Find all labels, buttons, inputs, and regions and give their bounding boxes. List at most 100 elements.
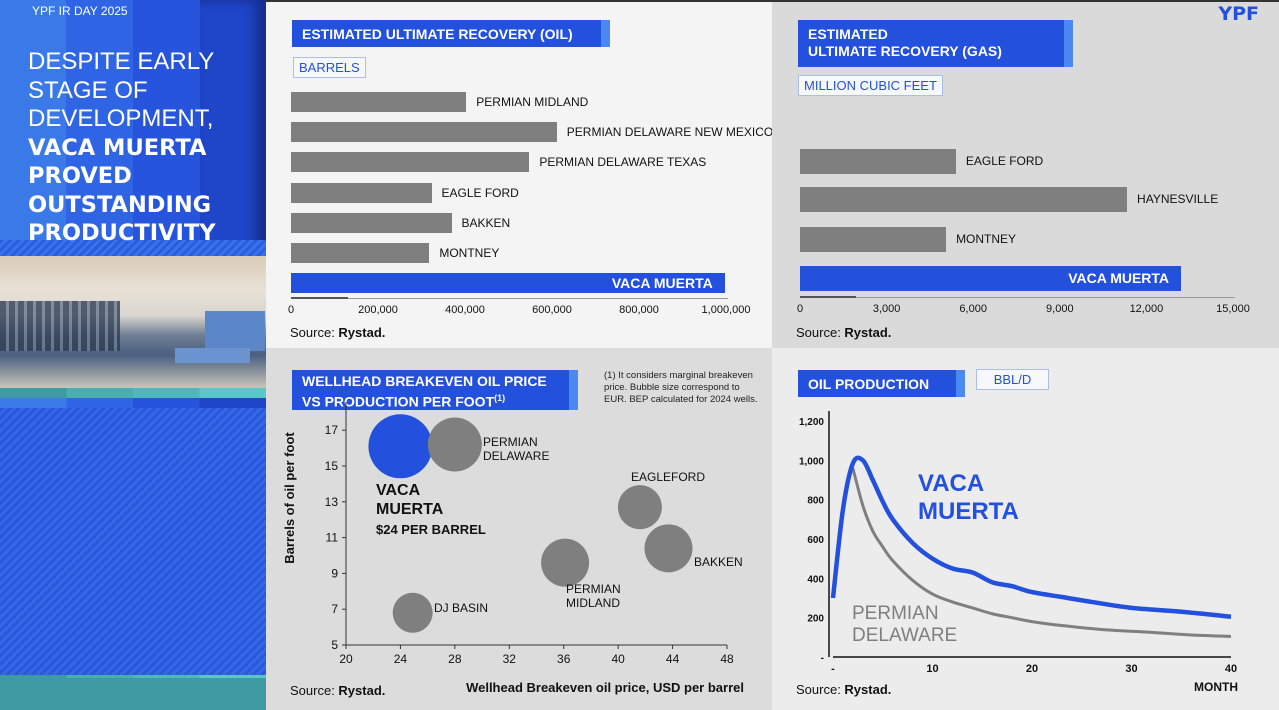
x-tick-label: 0	[796, 303, 804, 315]
oil-production-panel: OIL PRODUCTION BBL/D Source: Rystad. - 10…	[772, 348, 1279, 710]
headline-bold-line: PRODUCTIVITY	[28, 220, 216, 246]
headline: DESPITE EARLY STAGE OF DEVELOPMENT, VACA…	[28, 48, 216, 248]
x-tick-label: 9,000	[1046, 303, 1074, 315]
x-tick-label: 20	[1026, 663, 1038, 675]
bar-permian-midland	[291, 92, 467, 112]
bar-vaca-muerta: VACA MUERTA	[800, 266, 1182, 291]
bubble-label: BAKKEN	[694, 555, 743, 569]
left-panel: YPF IR DAY 2025 DESPITE EARLY STAGE OF D…	[0, 0, 266, 710]
x-tick-label: 30	[1125, 663, 1137, 675]
source-name: Rystad.	[844, 325, 892, 340]
series-label: MUERTA	[918, 498, 1019, 525]
bar-eagle-ford	[800, 149, 956, 174]
x-axis-title: MONTH	[1194, 680, 1238, 694]
bubble-label: EAGLEFORD	[631, 470, 705, 484]
oil-eur-unit: BARRELS	[293, 57, 366, 78]
y-tick-label: 200	[807, 614, 824, 625]
x-tick-label: 40	[1225, 663, 1237, 675]
bubble-label: PERMIAN	[566, 582, 621, 596]
bar-label: HAYNESVILLE	[1137, 192, 1219, 206]
bubble-label: MUERTA	[376, 501, 444, 518]
title-line: ESTIMATED	[808, 26, 888, 42]
x-tick-label: 12,000	[1129, 303, 1164, 315]
x-tick-label: -	[831, 663, 835, 675]
x-tick-label: 10	[926, 663, 938, 675]
x-tick-label: 6,000	[959, 303, 987, 315]
bar-label: PERMIAN MIDLAND	[476, 95, 589, 109]
gas-eur-panel: ESTIMATED ULTIMATE RECOVERY (GAS) MILLIO…	[772, 0, 1279, 348]
y-tick-label: 5	[331, 638, 338, 652]
source-prefix: Source:	[796, 682, 845, 697]
oil-production-source: Source: Rystad.	[796, 682, 891, 697]
title-line: WELLHEAD BREAKEVEN OIL PRICE	[302, 373, 547, 389]
oil-eur-panel: ESTIMATED ULTIMATE RECOVERY (OIL) BARREL…	[266, 0, 772, 348]
bubble-label: PERMIAN	[483, 435, 538, 449]
y-tick-label: 15	[325, 459, 339, 473]
x-tick-label: 28	[448, 652, 462, 666]
source-name: Rystad.	[844, 682, 892, 697]
source-name: Rystad.	[338, 683, 386, 698]
x-tick-label: 24	[394, 652, 408, 666]
bar-label: MONTNEY	[439, 246, 500, 260]
x-tick-label: 32	[503, 652, 517, 666]
x-tick-label: 800,000	[619, 304, 659, 316]
y-tick-label: 400	[807, 574, 824, 585]
bar-label: PERMIAN DELAWARE NEW MEXICO	[566, 125, 772, 139]
wellsite-photo	[0, 256, 266, 388]
oil-production-title: OIL PRODUCTION	[798, 370, 965, 397]
footnote-marker: (1)	[494, 393, 506, 403]
x-axis-title: Wellhead Breakeven oil price, USD per ba…	[466, 680, 744, 695]
headline-bold-line: PROVED	[28, 163, 132, 189]
y-tick-label: 11	[326, 531, 339, 545]
x-tick-label: 48	[720, 652, 734, 666]
bar-montney	[800, 227, 947, 252]
series-line-vaca-muerta	[830, 455, 1232, 619]
y-tick-label: 9	[331, 566, 338, 580]
headline-bold-line: OUTSTANDING	[28, 191, 212, 218]
oil-eur-source: Source: Rystad.	[290, 325, 385, 340]
breakeven-panel: WELLHEAD BREAKEVEN OIL PRICE VS PRODUCTI…	[266, 348, 772, 710]
breakeven-title: WELLHEAD BREAKEVEN OIL PRICE VS PRODUCTI…	[292, 370, 578, 410]
x-tick-label: 3,000	[872, 303, 901, 315]
headline-bold-line: VACA MUERTA	[28, 134, 207, 161]
bubble-vaca-muerta	[368, 414, 433, 479]
series-label: VACA	[918, 470, 984, 497]
bar-montney	[291, 243, 430, 263]
source-prefix: Source:	[290, 325, 339, 340]
y-tick-label: 1,200	[799, 417, 824, 428]
bubble-dj-basin	[392, 592, 433, 633]
y-axis-title: Barrels of oil per foot	[282, 432, 297, 564]
x-axis-line-dark	[291, 297, 348, 299]
breakeven-footnote: (1) It considers marginal breakeven pric…	[604, 370, 758, 405]
oil-production-unit: BBL/D	[976, 369, 1049, 390]
bubble-label: DJ BASIN	[434, 601, 488, 615]
bar-label: EAGLE FORD	[441, 186, 519, 200]
x-tick-label: 36	[557, 652, 571, 666]
x-tick-label: 600,000	[532, 304, 572, 316]
series-label: PERMIAN	[852, 603, 939, 624]
gas-eur-source: Source: Rystad.	[796, 325, 891, 340]
bubble-label: MIDLAND	[566, 596, 620, 610]
bubble-label: VACA	[376, 482, 421, 499]
x-axis-line	[800, 297, 1235, 298]
bar-haynesville	[800, 187, 1128, 212]
bar-label: EAGLE FORD	[965, 154, 1044, 168]
bar-label: VACA MUERTA	[1068, 270, 1170, 286]
gas-eur-title: ESTIMATED ULTIMATE RECOVERY (GAS)	[798, 20, 1073, 67]
source-prefix: Source:	[290, 683, 339, 698]
headline-line: DEVELOPMENT,	[28, 105, 214, 132]
bar-label: PERMIAN DELAWARE TEXAS	[539, 155, 707, 169]
title-line: ULTIMATE RECOVERY (GAS)	[808, 43, 1002, 59]
x-tick-label: 20	[339, 652, 353, 666]
x-tick-label: 0	[287, 304, 295, 316]
bubble-label: DELAWARE	[483, 449, 549, 463]
bar-permian-delaware-texas	[291, 152, 530, 172]
y-tick-label: -	[821, 653, 824, 664]
y-tick-label: 13	[325, 495, 339, 509]
bar-label: BAKKEN	[461, 216, 511, 230]
x-tick-label: 400,000	[445, 304, 485, 316]
bar-eagle-ford	[291, 183, 432, 203]
event-label: YPF IR DAY 2025	[32, 4, 128, 18]
source-name: Rystad.	[338, 325, 386, 340]
series-label: DELAWARE	[852, 625, 957, 646]
